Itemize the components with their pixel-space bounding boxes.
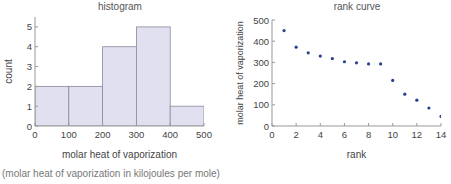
x-tick-label: 500	[196, 129, 212, 140]
point	[295, 46, 298, 49]
x-tick	[392, 123, 393, 126]
point	[403, 93, 406, 96]
y-tick-label: 5	[27, 21, 32, 32]
y-tick	[272, 20, 275, 21]
point	[355, 61, 358, 64]
x-tick	[136, 123, 137, 126]
x-tick-label: 10	[387, 129, 398, 140]
y-tick	[272, 104, 275, 105]
y-tick-label: 3	[27, 61, 32, 72]
x-tick-label: 200	[95, 129, 111, 140]
y-tick-label: 2	[27, 81, 32, 92]
x-tick	[296, 123, 297, 126]
y-tick	[272, 41, 275, 42]
panel-0: histogram molar heat of vaporization count…	[3, 1, 212, 160]
x-tick	[204, 123, 205, 126]
x-tick-label: 4	[318, 129, 323, 140]
y-tick	[272, 83, 275, 84]
marks	[282, 29, 441, 118]
x-tick-label: 0	[32, 129, 37, 140]
x-tick	[441, 123, 442, 126]
y-tick-label: 200	[253, 78, 269, 89]
x-tick	[102, 123, 103, 126]
x-label: rank	[347, 149, 367, 160]
x-tick	[416, 123, 417, 126]
x-tick-label: 2	[293, 129, 298, 140]
bar	[103, 47, 137, 126]
y-tick	[35, 66, 38, 67]
y-tick	[272, 62, 275, 63]
x-tick-label: 0	[269, 129, 274, 140]
y-tick	[35, 106, 38, 107]
x-tick-label: 300	[128, 129, 144, 140]
point	[307, 51, 310, 54]
y-tick-label: 300	[253, 57, 269, 68]
bar	[69, 86, 103, 126]
point	[367, 62, 370, 65]
x-tick	[368, 123, 369, 126]
marks	[35, 27, 204, 126]
x-axis	[272, 126, 441, 127]
bar	[170, 106, 204, 126]
y-tick	[35, 46, 38, 47]
y-tick-label: 400	[253, 36, 269, 47]
y-tick-label: 0	[264, 121, 269, 132]
point	[439, 115, 441, 118]
y-tick	[272, 126, 275, 127]
x-tick	[170, 123, 171, 126]
bar	[136, 27, 170, 126]
caption: (molar heat of vaporization in kilojoule…	[2, 168, 220, 179]
x-tick-label: 400	[162, 129, 178, 140]
y-tick	[35, 26, 38, 27]
point	[343, 60, 346, 63]
y-tick-label: 1	[27, 101, 32, 112]
point	[319, 54, 322, 57]
y-axis	[35, 17, 36, 126]
y-tick	[35, 126, 38, 127]
x-label: molar heat of vaporization	[62, 149, 177, 160]
point	[379, 62, 382, 65]
y-label: molar heat of vaporization	[235, 21, 245, 125]
y-label: count	[3, 59, 14, 84]
x-tick	[344, 123, 345, 126]
x-tick-label: 8	[366, 129, 371, 140]
point	[282, 29, 285, 32]
y-tick-label: 100	[253, 99, 269, 110]
x-tick-label: 6	[342, 129, 347, 140]
chart-root: histogram molar heat of vaporization count…	[0, 0, 451, 184]
x-tick-label: 14	[436, 129, 447, 140]
y-axis	[272, 20, 273, 126]
y-tick	[35, 86, 38, 87]
x-tick-label: 12	[412, 129, 423, 140]
x-tick-label: 100	[61, 129, 77, 140]
point	[331, 57, 334, 60]
x-tick	[320, 123, 321, 126]
point	[415, 99, 418, 102]
title: histogram	[98, 1, 142, 12]
point	[391, 79, 394, 82]
x-axis	[35, 126, 204, 127]
y-tick-label: 4	[27, 41, 32, 52]
title: rank curve	[334, 1, 381, 12]
bar	[35, 86, 69, 126]
y-tick-label: 500	[253, 15, 269, 26]
panel-1: rank curve rank molar heat of vaporization…	[235, 1, 446, 160]
x-tick	[68, 123, 69, 126]
point	[427, 106, 430, 109]
y-tick-label: 0	[27, 121, 32, 132]
